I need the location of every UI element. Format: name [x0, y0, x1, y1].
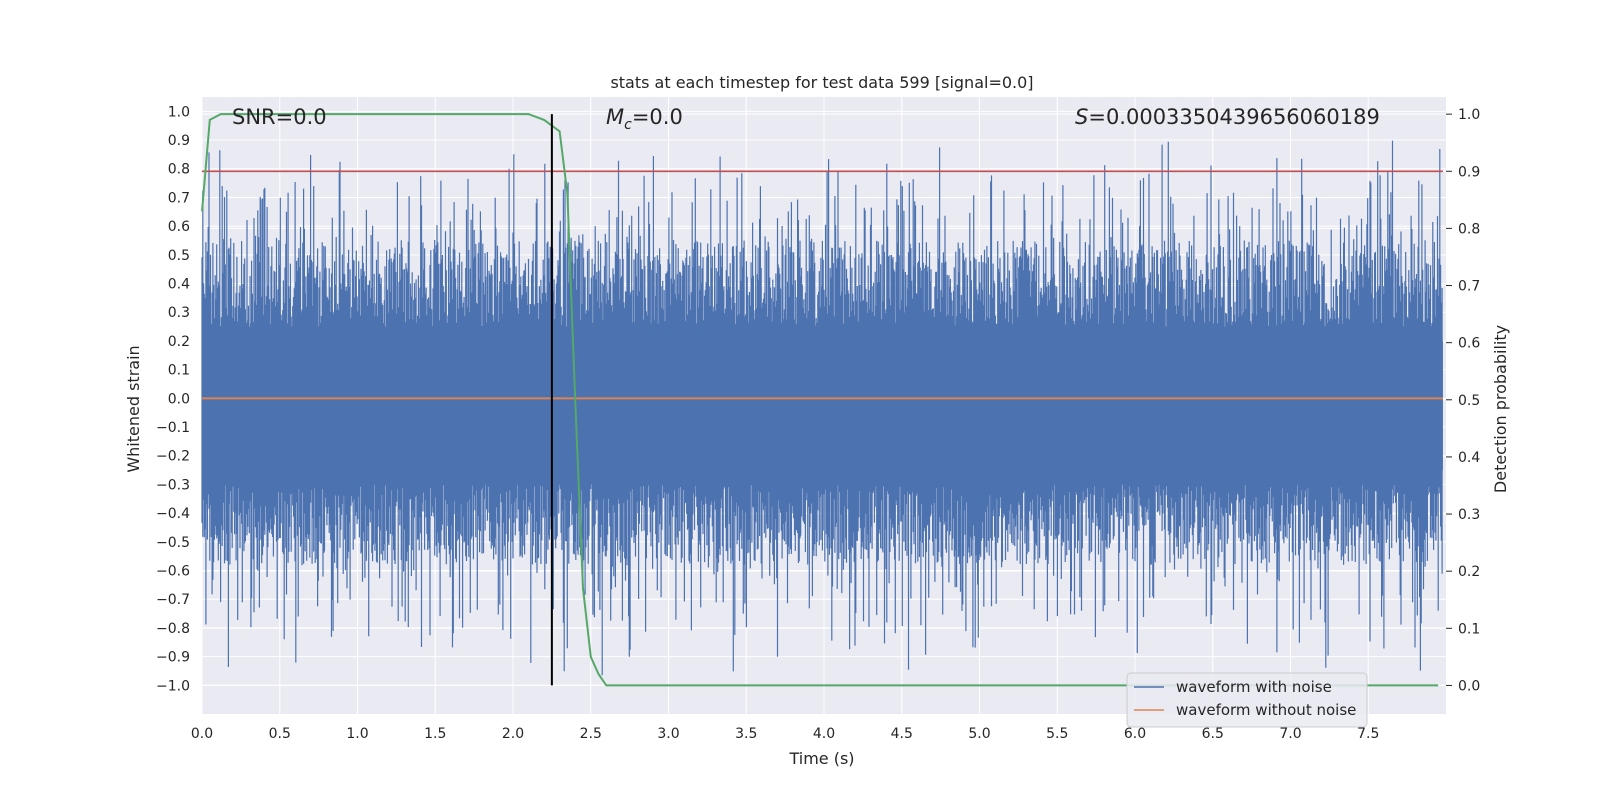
s-symbol: S	[1075, 105, 1088, 129]
y-tick-label: 0.9	[168, 133, 190, 149]
y-tick-label: −0.1	[156, 420, 190, 436]
y-tick-label: −0.8	[156, 621, 190, 637]
y2-tick-label: 0.8	[1458, 221, 1480, 237]
x-axis-ticks: 0.0 0.5 1.0 1.5 2.0 2.5 3.0 3.5 4.0 4.5 5.0 5.5 6.0 6…	[191, 726, 1380, 742]
x-tick-label: 2.0	[502, 726, 524, 742]
x-tick-label: 3.5	[735, 726, 757, 742]
x-tick-label: 1.5	[424, 726, 446, 742]
x-tick-label: 6.0	[1124, 726, 1146, 742]
x-tick-label: 0.0	[191, 726, 213, 742]
y-tick-label: 0.8	[168, 162, 190, 178]
mc-value: =0.0	[632, 105, 683, 129]
x-tick-label: 2.5	[580, 726, 602, 742]
y2-tick-label: 1.0	[1458, 107, 1480, 123]
y-tick-label: 0.6	[168, 219, 190, 235]
y2-tick-label: 0.6	[1458, 336, 1480, 352]
y-tick-label: 0.3	[168, 305, 190, 321]
y-tick-label: −0.5	[156, 535, 190, 551]
y-tick-label: −0.7	[156, 592, 190, 608]
y-axis-ticks: 1.0 0.9 0.8 0.7 0.6 0.5 0.4 0.3 0.2 0.1 0.0 −0.1 −0.…	[156, 104, 190, 694]
y2-tick-label: 0.9	[1458, 164, 1480, 180]
y2-tick-label: 0.7	[1458, 279, 1480, 295]
y-tick-label: −0.4	[156, 506, 190, 522]
legend-box	[1126, 672, 1368, 728]
mc-subscript: c	[624, 117, 632, 133]
x-tick-label: 1.0	[346, 726, 368, 742]
x-tick-label: 5.5	[1046, 726, 1068, 742]
y2-tick-label: 0.2	[1458, 564, 1480, 580]
x-tick-label: 4.5	[891, 726, 913, 742]
series-detection-probability	[201, 113, 1439, 687]
x-tick-label: 3.0	[657, 726, 679, 742]
y-tick-label: −0.9	[156, 650, 190, 666]
y-tick-label: −0.3	[156, 477, 190, 493]
y-tick-label: 0.7	[168, 190, 190, 206]
y2-tick-label: 0.4	[1458, 450, 1480, 466]
y-tick-label: 0.5	[168, 248, 190, 264]
series-waveform-with-noise	[201, 140, 1443, 676]
legend-label-clean: waveform without noise	[1176, 701, 1356, 719]
mc-annotation: Mc=0.0	[606, 105, 683, 133]
y2-axis-ticks: 1.0 0.9 0.8 0.7 0.6 0.5 0.4 0.3 0.2 0.1 0.0	[1446, 107, 1480, 694]
legend: waveform with noise waveform without noi…	[1126, 672, 1368, 728]
probability-line	[201, 113, 1439, 687]
x-axis-label: Time (s)	[788, 749, 854, 768]
y-tick-label: 0.2	[168, 334, 190, 350]
x-tick-label: 7.0	[1279, 726, 1301, 742]
y-axis-label: Whitened strain	[124, 345, 143, 472]
y2-tick-label: 0.5	[1458, 393, 1480, 409]
y-tick-label: −1.0	[156, 678, 190, 694]
s-value: =0.000335043965606018​9	[1088, 105, 1380, 129]
x-tick-label: 7.5	[1357, 726, 1379, 742]
legend-label-noise: waveform with noise	[1176, 678, 1332, 696]
y2-axis-label: Detection probability	[1491, 325, 1510, 493]
x-tick-label: 6.5	[1202, 726, 1224, 742]
mc-symbol: M	[606, 105, 624, 129]
chart-title: stats at each timestep for test data 599…	[610, 73, 1033, 92]
y-tick-label: −0.2	[156, 449, 190, 465]
snr-annotation: SNR=0.0	[232, 105, 327, 129]
y2-tick-label: 0.0	[1458, 678, 1480, 694]
x-tick-label: 4.0	[813, 726, 835, 742]
y-tick-label: −0.6	[156, 564, 190, 580]
y-tick-label: 0.4	[168, 277, 190, 293]
x-tick-label: 5.0	[968, 726, 990, 742]
y2-tick-label: 0.1	[1458, 621, 1480, 637]
y-tick-label: 0.0	[168, 391, 190, 407]
x-tick-label: 0.5	[269, 726, 291, 742]
y-tick-label: 1.0	[168, 104, 190, 120]
s-annotation: S=0.000335043965606018​9	[1075, 105, 1380, 129]
y-tick-label: 0.1	[168, 363, 190, 379]
y2-tick-label: 0.3	[1458, 507, 1480, 523]
